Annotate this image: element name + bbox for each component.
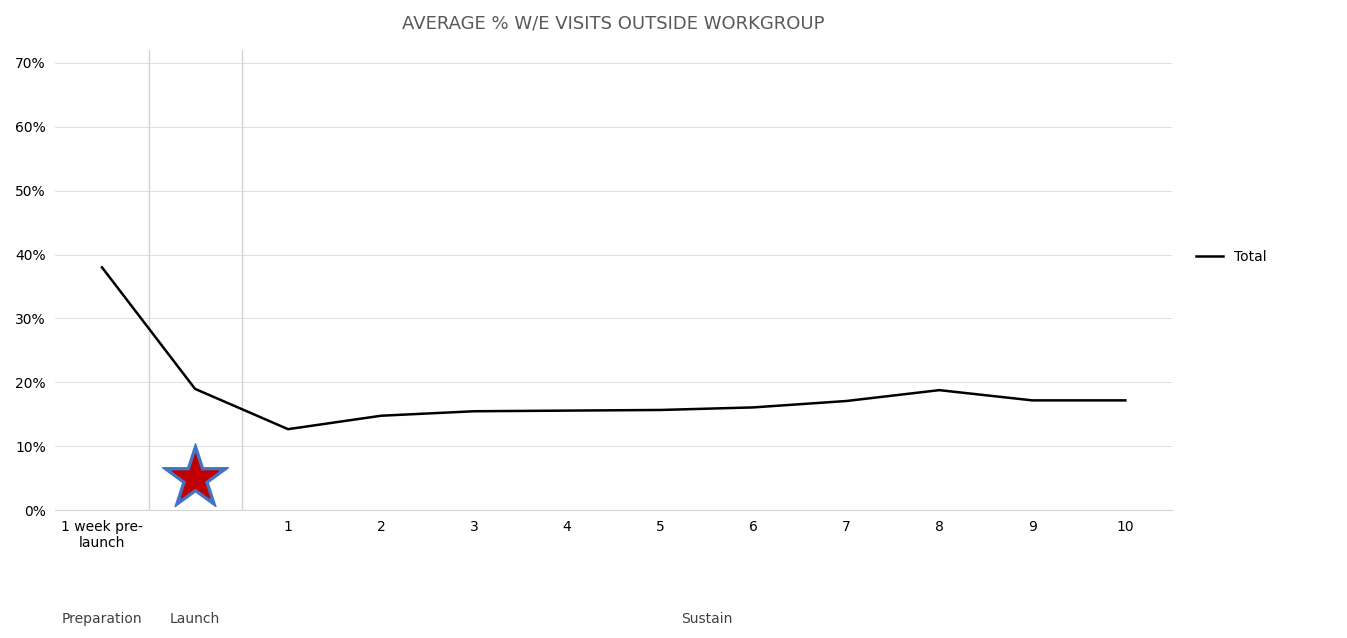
Total <box>559 407 575 415</box>
Title: AVERAGE % W/E VISITS OUTSIDE WORKGROUP: AVERAGE % W/E VISITS OUTSIDE WORKGROUP <box>403 15 824 33</box>
Total <box>745 404 761 412</box>
Point <box>185 473 206 484</box>
Text: Preparation: Preparation <box>62 612 143 626</box>
Text: Launch: Launch <box>170 612 220 626</box>
Total <box>280 426 296 433</box>
Total <box>187 385 203 393</box>
Total <box>652 406 668 414</box>
Text: Sustain: Sustain <box>682 612 733 626</box>
Total <box>373 412 389 420</box>
Total <box>931 387 947 394</box>
Point <box>185 473 206 484</box>
Total <box>1117 397 1133 404</box>
Total <box>838 397 854 405</box>
Total <box>466 408 482 415</box>
Total <box>1024 397 1040 404</box>
Total <box>94 263 110 271</box>
Line: Total: Total <box>102 267 1125 429</box>
Legend: Total: Total <box>1189 244 1273 270</box>
